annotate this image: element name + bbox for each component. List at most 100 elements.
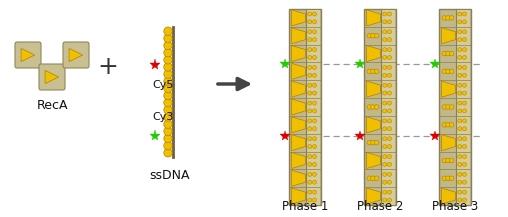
Circle shape — [383, 30, 387, 34]
Circle shape — [367, 105, 372, 109]
Circle shape — [388, 48, 392, 52]
Polygon shape — [367, 117, 380, 133]
Circle shape — [458, 30, 462, 34]
Circle shape — [458, 91, 462, 95]
Circle shape — [308, 101, 312, 105]
Text: Cy5: Cy5 — [152, 80, 174, 90]
Circle shape — [308, 91, 312, 95]
Circle shape — [371, 176, 375, 181]
Bar — [381, 10, 395, 204]
Circle shape — [458, 12, 462, 16]
Polygon shape — [45, 70, 58, 84]
Circle shape — [312, 127, 316, 131]
Circle shape — [164, 149, 172, 157]
Circle shape — [458, 56, 462, 59]
Circle shape — [458, 73, 462, 77]
Circle shape — [450, 123, 454, 127]
Circle shape — [462, 56, 466, 59]
Circle shape — [462, 91, 466, 95]
Circle shape — [164, 120, 172, 128]
Circle shape — [462, 155, 466, 159]
Circle shape — [462, 172, 466, 176]
FancyBboxPatch shape — [39, 64, 65, 90]
Bar — [456, 10, 470, 204]
Circle shape — [383, 101, 387, 105]
Polygon shape — [292, 46, 305, 62]
Circle shape — [442, 69, 447, 74]
Circle shape — [458, 38, 462, 42]
Circle shape — [312, 198, 316, 202]
Circle shape — [383, 66, 387, 69]
Circle shape — [371, 69, 375, 74]
Polygon shape — [367, 10, 380, 26]
Polygon shape — [292, 10, 305, 26]
Circle shape — [458, 48, 462, 52]
Circle shape — [442, 176, 447, 181]
Circle shape — [374, 105, 379, 109]
Polygon shape — [69, 48, 83, 62]
Circle shape — [462, 119, 466, 123]
Circle shape — [458, 66, 462, 69]
Circle shape — [388, 91, 392, 95]
Text: RecA: RecA — [36, 99, 68, 112]
Circle shape — [374, 140, 379, 145]
Circle shape — [458, 119, 462, 123]
Circle shape — [164, 48, 172, 57]
Circle shape — [388, 127, 392, 131]
Circle shape — [458, 83, 462, 87]
Circle shape — [458, 137, 462, 141]
Circle shape — [462, 162, 466, 166]
Polygon shape — [21, 48, 35, 62]
Circle shape — [312, 73, 316, 77]
Circle shape — [164, 91, 172, 100]
Circle shape — [383, 155, 387, 159]
Circle shape — [312, 12, 316, 16]
Circle shape — [462, 127, 466, 131]
Polygon shape — [367, 46, 380, 62]
Polygon shape — [292, 117, 305, 133]
Circle shape — [308, 162, 312, 166]
Circle shape — [458, 198, 462, 202]
Circle shape — [450, 69, 454, 74]
Circle shape — [312, 66, 316, 69]
Circle shape — [388, 38, 392, 42]
Circle shape — [458, 155, 462, 159]
Circle shape — [458, 20, 462, 24]
Circle shape — [383, 119, 387, 123]
Circle shape — [308, 12, 312, 16]
Bar — [439, 9, 471, 205]
Circle shape — [442, 105, 447, 109]
Circle shape — [312, 56, 316, 59]
Circle shape — [312, 38, 316, 42]
Circle shape — [383, 12, 387, 16]
FancyBboxPatch shape — [63, 42, 89, 68]
Circle shape — [446, 176, 450, 181]
Polygon shape — [441, 28, 456, 44]
Circle shape — [312, 101, 316, 105]
FancyBboxPatch shape — [15, 42, 41, 68]
Circle shape — [383, 48, 387, 52]
Circle shape — [308, 48, 312, 52]
Circle shape — [462, 145, 466, 149]
Circle shape — [371, 105, 375, 109]
Circle shape — [462, 73, 466, 77]
Circle shape — [308, 20, 312, 24]
Circle shape — [164, 141, 172, 150]
Polygon shape — [292, 63, 305, 79]
Circle shape — [312, 109, 316, 113]
Circle shape — [388, 66, 392, 69]
Bar — [289, 9, 321, 205]
Circle shape — [462, 109, 466, 113]
Bar — [306, 10, 320, 204]
Polygon shape — [367, 188, 380, 204]
Circle shape — [383, 190, 387, 194]
Circle shape — [383, 137, 387, 141]
Circle shape — [458, 145, 462, 149]
Circle shape — [308, 38, 312, 42]
Circle shape — [388, 190, 392, 194]
Circle shape — [164, 113, 172, 121]
Circle shape — [462, 30, 466, 34]
Polygon shape — [292, 135, 305, 151]
Circle shape — [308, 155, 312, 159]
Circle shape — [388, 198, 392, 202]
